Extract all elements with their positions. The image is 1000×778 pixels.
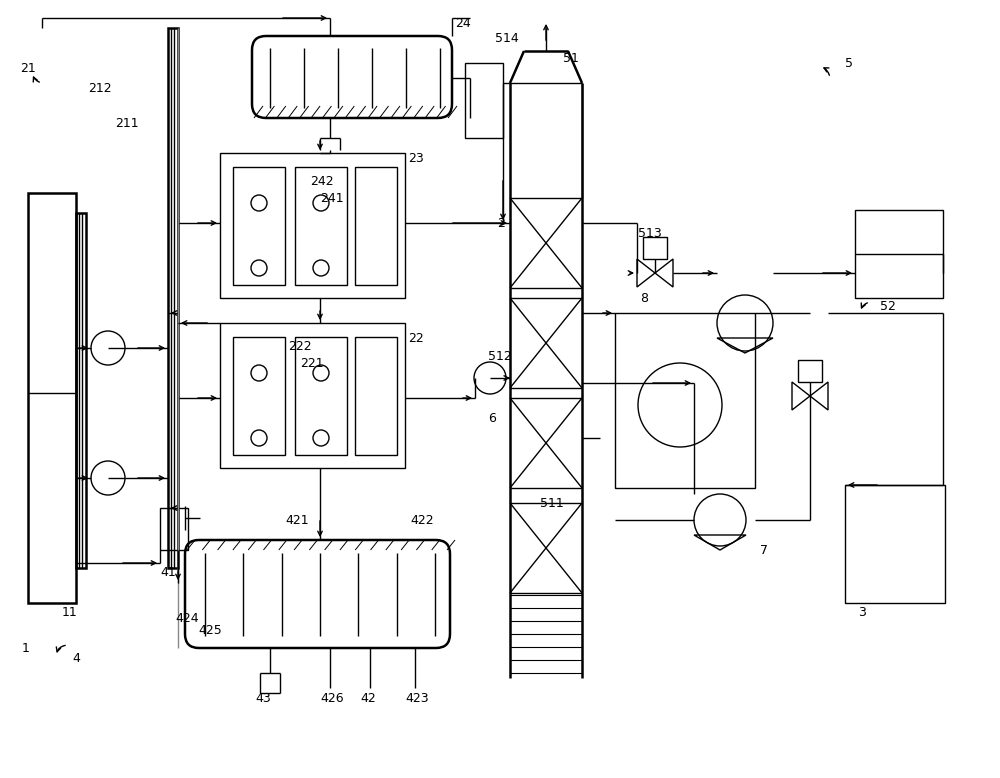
Text: 21: 21 xyxy=(20,61,36,75)
Text: 512: 512 xyxy=(488,349,512,363)
Bar xyxy=(855,210,943,298)
Bar xyxy=(295,167,347,285)
Text: 42: 42 xyxy=(360,692,376,705)
Text: 423: 423 xyxy=(405,692,429,705)
Bar xyxy=(465,63,503,138)
Text: 426: 426 xyxy=(320,692,344,705)
Text: 24: 24 xyxy=(455,16,471,30)
Text: 424: 424 xyxy=(175,612,199,625)
Bar xyxy=(355,337,397,455)
Bar xyxy=(220,323,405,468)
Text: 2: 2 xyxy=(497,216,505,230)
Text: 51: 51 xyxy=(563,51,579,65)
Text: 513: 513 xyxy=(638,226,662,240)
Text: 425: 425 xyxy=(198,625,222,637)
Bar xyxy=(233,337,285,455)
Text: 211: 211 xyxy=(115,117,139,129)
Bar xyxy=(28,193,76,603)
Text: 514: 514 xyxy=(495,31,519,44)
Text: 4: 4 xyxy=(72,651,80,664)
Text: 8: 8 xyxy=(640,292,648,304)
Text: 11: 11 xyxy=(62,607,78,619)
Bar xyxy=(160,508,188,550)
Text: 7: 7 xyxy=(760,544,768,556)
Text: 52: 52 xyxy=(880,300,896,313)
Bar xyxy=(168,28,178,568)
Text: 1: 1 xyxy=(22,642,30,654)
Bar xyxy=(76,213,86,568)
Text: 511: 511 xyxy=(540,496,564,510)
Text: 5: 5 xyxy=(845,57,853,69)
Bar xyxy=(798,360,822,382)
Bar xyxy=(220,153,405,298)
Text: 212: 212 xyxy=(88,82,112,94)
Bar xyxy=(643,237,667,259)
Text: 23: 23 xyxy=(408,152,424,164)
Bar xyxy=(355,167,397,285)
Text: 22: 22 xyxy=(408,331,424,345)
Text: 242: 242 xyxy=(310,174,334,187)
Text: 6: 6 xyxy=(488,412,496,425)
Text: 422: 422 xyxy=(410,513,434,527)
Text: 3: 3 xyxy=(858,607,866,619)
Text: 41: 41 xyxy=(160,566,176,580)
Text: 43: 43 xyxy=(255,692,271,705)
Bar xyxy=(233,167,285,285)
Bar xyxy=(295,337,347,455)
Text: 222: 222 xyxy=(288,339,312,352)
Text: 221: 221 xyxy=(300,356,324,370)
Text: 241: 241 xyxy=(320,191,344,205)
Bar xyxy=(845,485,945,603)
Text: 421: 421 xyxy=(285,513,309,527)
Bar xyxy=(615,313,755,488)
